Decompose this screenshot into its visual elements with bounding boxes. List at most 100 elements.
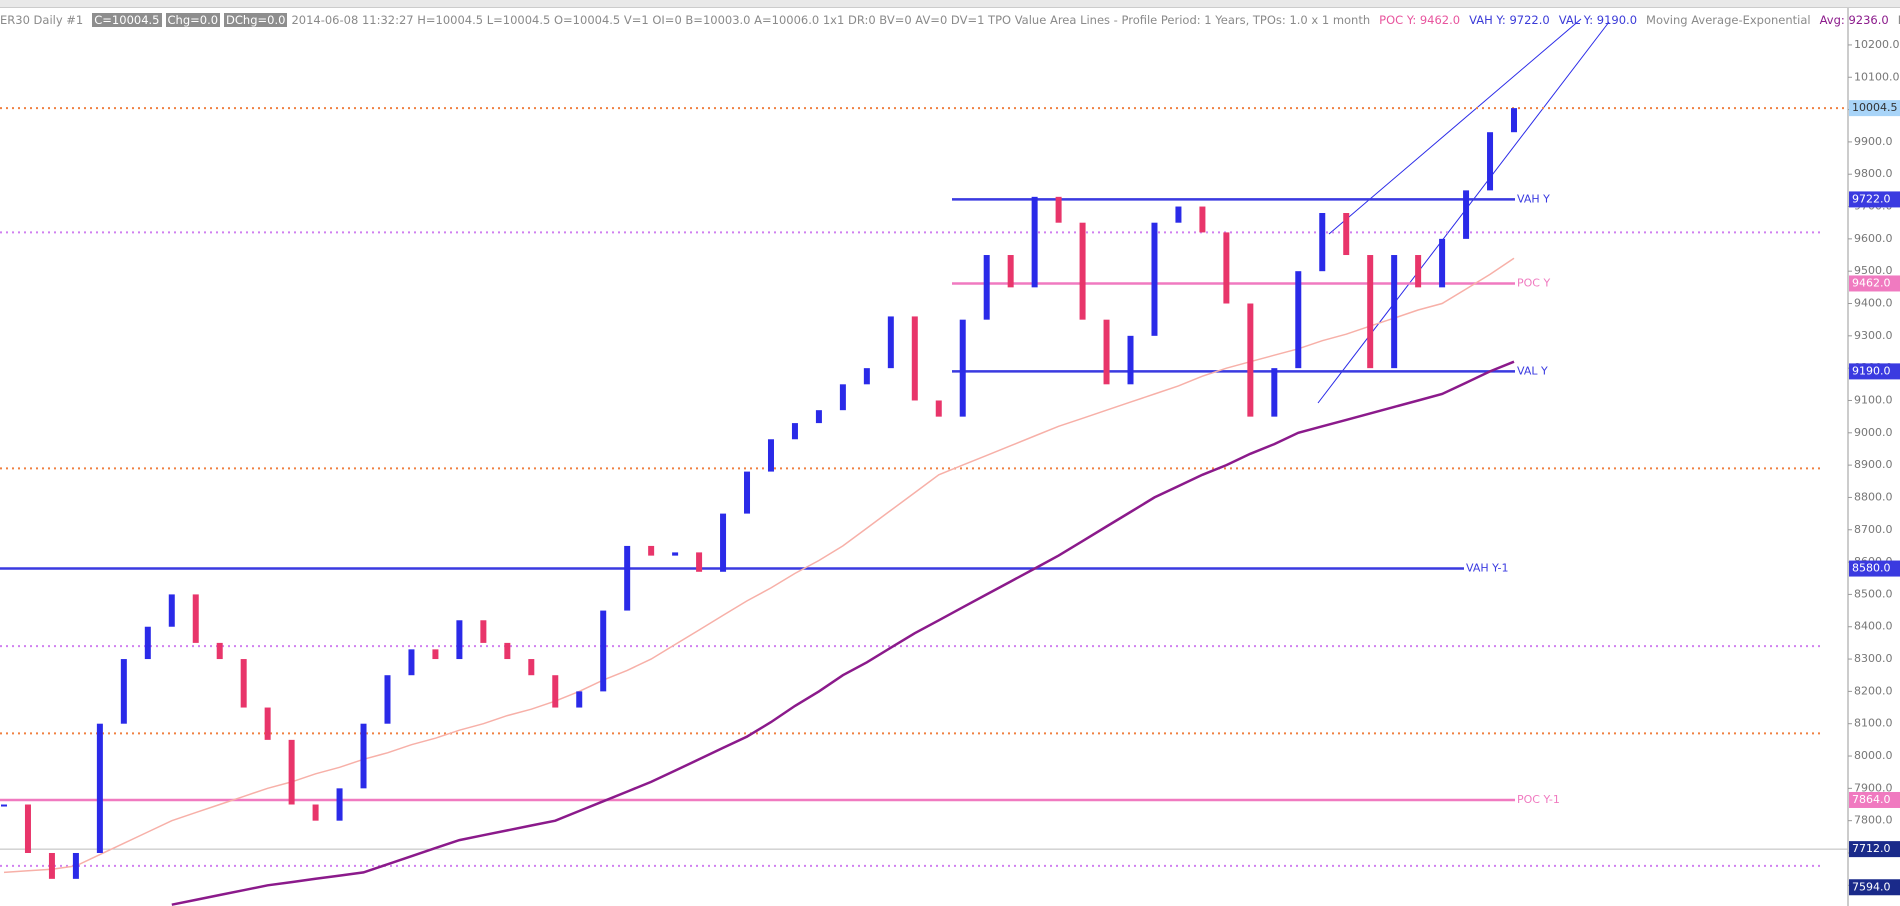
y-tick-label: 7900.0 [1854,781,1893,794]
candle [1271,368,1278,417]
y-tick-label: 9100.0 [1854,393,1893,406]
header-item: POC Y: 9462.0 [1379,13,1461,27]
candle [24,804,31,853]
y-tick-label: 9800.0 [1854,167,1893,180]
candle [959,319,966,417]
price-marker-label: 7594.0 [1852,880,1891,893]
study-header: ER30 Daily #1 C=10004.5 Chg=0.0 DChg=0.0 201… [0,11,1900,29]
candle [648,545,655,556]
header-item: Chg=0.0 [165,13,221,27]
candle [1463,190,1470,239]
level-name: POC Y [1517,276,1550,289]
level-marker-box [1849,275,1900,292]
level-marker-box [1849,363,1900,380]
header-item: 2014-06-08 11:32:27 H=10004.5 L=10004.5 … [291,13,1371,27]
candle [336,788,343,821]
level-marker-label: 9722.0 [1852,192,1891,205]
candle [1367,255,1374,369]
candle [192,594,199,643]
candle [1199,206,1206,233]
candle [408,649,415,676]
y-tick-label: 8000.0 [1854,749,1893,762]
y-tick-label: 8900.0 [1854,458,1893,471]
tab-strip [0,0,1900,8]
candle [168,594,175,627]
candle [1415,255,1422,288]
level-name: VAH Y-1 [1466,562,1509,575]
candle [1247,303,1254,417]
candle [983,255,990,320]
candle [576,691,583,708]
header-item: VAL Y: 9190.0 [1558,13,1638,27]
y-tick-label: 9600.0 [1854,232,1893,245]
candle [791,423,798,440]
header-item: Avg: 9236.0 [1819,13,1889,27]
candle [456,620,463,660]
price-marker-label: 10004.5 [1852,101,1898,114]
level-name: POC Y-1 [1517,793,1560,806]
header-item: VAH Y: 9722.0 [1469,13,1550,27]
candle [528,659,535,676]
candle [1103,319,1110,385]
y-tick-label: 7800.0 [1854,814,1893,827]
candle [1151,222,1158,336]
candle [815,410,822,424]
y-tick-label: 9500.0 [1854,264,1893,277]
y-tick-label: 9300.0 [1854,329,1893,342]
y-tick-label: 8500.0 [1854,587,1893,600]
candle [432,649,439,660]
y-tick-label: 10100.0 [1854,70,1900,83]
candle [935,400,942,417]
candle [863,368,870,385]
candle [552,675,559,708]
candle [1007,255,1014,288]
y-tick-label: 8100.0 [1854,717,1893,730]
candle [504,642,511,660]
candle [96,723,103,853]
y-tick-label: 10200.0 [1854,38,1900,51]
y-tick-label: 8800.0 [1854,490,1893,503]
candle [1175,206,1182,223]
candle [216,642,223,660]
price-marker-label: 7712.0 [1852,842,1891,855]
price-marker-box [1849,841,1900,858]
y-tick-label: 8400.0 [1854,620,1893,633]
candle [1391,255,1398,369]
candle [48,852,55,879]
header-item: C=10004.5 [92,13,162,27]
level-marker-box [1849,191,1900,208]
candle [1511,108,1517,133]
candle [696,552,703,572]
candle [1223,232,1230,304]
y-tick-label: 9900.0 [1854,135,1893,148]
y-tick-label: 9400.0 [1854,297,1893,310]
y-tick-label: 8300.0 [1854,652,1893,665]
candle [1031,196,1038,288]
candle [767,439,774,472]
level-name: VAH Y [1517,192,1550,205]
candle [887,316,894,369]
header-item: Moving Average-Exponential [1646,13,1811,27]
moving-average [171,360,1515,906]
candle [1439,238,1446,288]
header-item: Moving Average-Exponential [1898,13,1900,27]
price-marker-box [1849,879,1900,896]
candle [1319,213,1326,272]
level-marker-box [1849,791,1900,808]
level-marker-label: 9462.0 [1852,276,1891,289]
channel-line [1328,18,1582,235]
level-marker-label: 9190.0 [1852,364,1891,377]
candle [720,513,727,572]
candle [264,707,271,740]
candle [312,804,319,821]
candle [1487,132,1494,191]
candle [1079,222,1086,320]
level-marker-label: 7864.0 [1852,793,1891,806]
candle [288,739,295,805]
y-tick-label: 9000.0 [1854,426,1893,439]
candle [1127,335,1134,385]
candle [72,852,79,879]
candle [672,552,679,556]
